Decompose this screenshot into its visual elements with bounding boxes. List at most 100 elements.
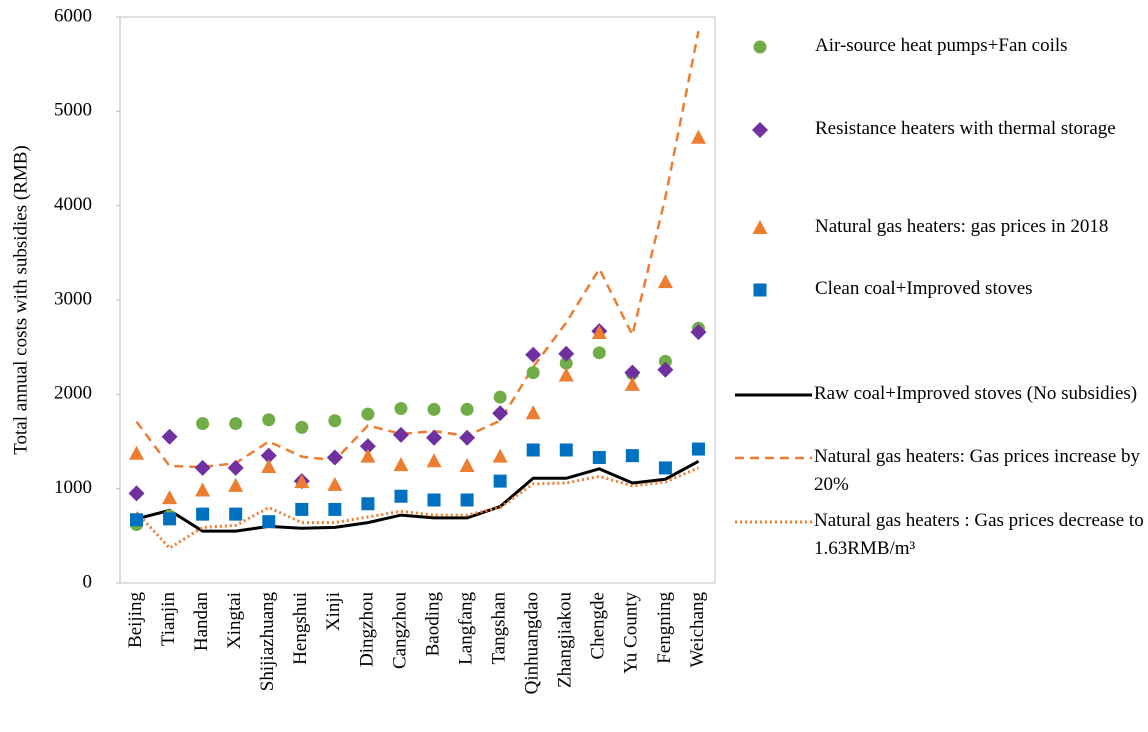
x-tick-label: Shijiazhuang: [257, 592, 278, 692]
x-tick-label: Xingtai: [224, 592, 245, 649]
x-tick-label: Dingzhou: [356, 592, 377, 667]
data-point: [229, 417, 243, 431]
data-point: [493, 390, 507, 404]
data-point: [361, 497, 375, 511]
legend-label: Natural gas heaters: Gas prices increase…: [814, 446, 1141, 495]
data-point: [591, 325, 607, 340]
x-tick-label: Fengning: [654, 592, 675, 664]
y-tick-label: 5000: [54, 100, 92, 121]
data-point: [624, 376, 640, 391]
data-point: [194, 459, 211, 476]
y-tick-label: 6000: [54, 5, 92, 26]
legend-label: Resistance heaters with thermal storage: [815, 118, 1116, 139]
legend-entry: Air-source heat pumps+Fan coils: [815, 35, 1068, 56]
data-point: [459, 458, 475, 473]
x-tick-label: Hengshui: [290, 592, 311, 665]
legend-label: Natural gas heaters: gas prices in 2018: [815, 216, 1109, 237]
x-tick-label: Langfang: [455, 592, 476, 665]
data-point: [592, 346, 606, 360]
data-point: [492, 405, 509, 422]
data-point: [359, 438, 376, 455]
data-point: [328, 414, 342, 428]
data-point: [559, 356, 573, 370]
data-point: [526, 443, 540, 457]
data-point: [625, 449, 639, 463]
data-point: [130, 513, 144, 527]
data-point: [195, 482, 211, 497]
y-tick-label: 1000: [54, 477, 92, 498]
data-point: [525, 405, 541, 420]
legend-marker: [752, 220, 768, 234]
legend-label: Clean coal+Improved stoves: [815, 278, 1033, 299]
x-tick-label: Weichang: [687, 592, 708, 668]
data-point: [196, 417, 210, 431]
data-point: [392, 426, 409, 443]
data-point: [427, 402, 441, 416]
x-tick-label: Qinhuangdao: [522, 592, 543, 694]
legend-marker: [753, 283, 767, 297]
data-point: [460, 402, 474, 416]
data-point: [658, 461, 672, 475]
data-point: [658, 354, 672, 368]
data-point: [260, 447, 277, 464]
data-point: [229, 507, 243, 521]
data-point: [294, 474, 310, 489]
series-line: [135, 466, 700, 551]
plot-frame: [119, 16, 716, 584]
data-point: [558, 367, 574, 382]
legend-entry: Natural gas heaters : Gas prices decreas…: [814, 510, 1144, 559]
data-point: [690, 324, 707, 341]
legend-entry: Raw coal+Improved stoves (No subsidies): [814, 383, 1138, 404]
data-point: [493, 474, 507, 488]
y-axis-title: Total annual costs with subsidies (RMB): [10, 145, 31, 455]
x-tick-label: Xinji: [323, 592, 344, 631]
data-point: [525, 346, 542, 363]
legend-marker: [752, 122, 768, 138]
data-point: [163, 512, 177, 526]
data-point: [558, 345, 575, 362]
data-point: [162, 490, 178, 505]
x-tick-label: Yu County: [621, 592, 642, 674]
data-point: [129, 445, 145, 460]
series-line: [136, 459, 700, 533]
data-point: [393, 457, 409, 472]
x-tick-label: Beijing: [125, 592, 146, 648]
y-tick-label: 3000: [54, 288, 92, 309]
legend-label: Air-source heat pumps+Fan coils: [815, 35, 1068, 56]
legend-label: Raw coal+Improved stoves (No subsidies): [814, 383, 1138, 404]
data-point: [295, 420, 309, 434]
x-tick-label: Cangzhou: [389, 592, 410, 670]
legend-marker: [753, 40, 767, 54]
y-tick-label: 0: [83, 571, 93, 592]
data-point: [492, 448, 508, 463]
x-tick-label: Zhangjiakou: [555, 592, 576, 689]
data-point: [691, 442, 705, 456]
data-point: [624, 364, 641, 381]
series-line: [135, 30, 700, 469]
x-tick-label: Handan: [191, 592, 212, 652]
data-point: [261, 458, 277, 473]
data-point: [161, 428, 178, 445]
data-point: [262, 515, 276, 529]
x-tick-label: Tangshan: [488, 592, 509, 665]
data-point: [657, 274, 673, 289]
data-point: [559, 443, 573, 457]
y-tick-label: 4000: [54, 194, 92, 215]
data-point: [295, 502, 309, 516]
data-point: [196, 507, 210, 521]
data-point: [228, 477, 244, 492]
data-point: [326, 449, 343, 466]
data-point: [459, 429, 476, 446]
data-point: [460, 493, 474, 507]
data-point: [690, 129, 706, 144]
data-point: [128, 485, 145, 502]
data-point: [592, 451, 606, 465]
data-point: [426, 453, 442, 468]
data-point: [657, 361, 674, 378]
data-point: [394, 401, 408, 415]
legend-entry: Natural gas heaters: gas prices in 2018: [815, 216, 1109, 237]
data-point: [327, 476, 343, 491]
x-tick-label: Chengde: [588, 592, 609, 660]
